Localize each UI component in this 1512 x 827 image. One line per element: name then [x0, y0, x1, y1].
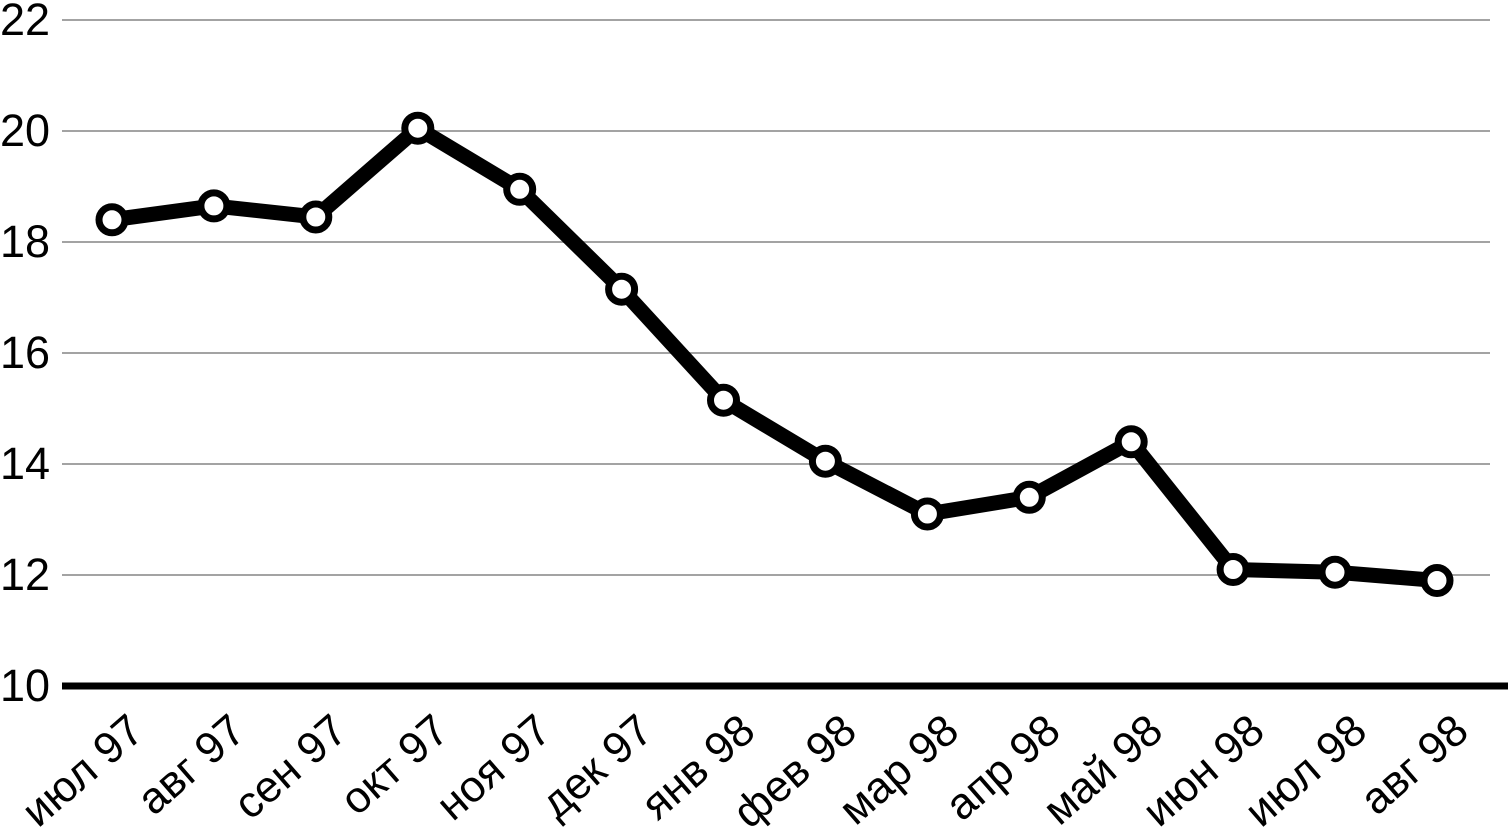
- data-point-marker: [95, 203, 129, 237]
- data-point-marker: [605, 272, 639, 306]
- y-axis-tick-label: 14: [0, 438, 51, 489]
- y-axis-tick-label: 10: [0, 660, 51, 711]
- y-axis-tick-label: 12: [0, 549, 51, 600]
- data-point-marker: [1420, 564, 1454, 597]
- y-axis-tick-label: 20: [0, 105, 51, 156]
- data-point-marker: [401, 111, 435, 145]
- data-point-marker: [808, 444, 842, 478]
- data-point-marker: [1216, 553, 1250, 586]
- data-point-marker: [503, 172, 537, 206]
- y-axis-tick-label: 16: [0, 327, 51, 378]
- y-axis-tick-label: 18: [0, 216, 51, 267]
- data-point-marker: [1318, 555, 1352, 589]
- y-axis-tick-label: 22: [0, 0, 51, 45]
- data-point-marker: [1114, 425, 1148, 459]
- data-point-marker: [197, 189, 231, 223]
- data-point-marker: [299, 200, 333, 234]
- data-series-line: [110, 120, 1438, 588]
- data-point-marker: [1012, 480, 1046, 514]
- data-point-marker: [707, 383, 740, 417]
- data-point-marker: [910, 497, 944, 531]
